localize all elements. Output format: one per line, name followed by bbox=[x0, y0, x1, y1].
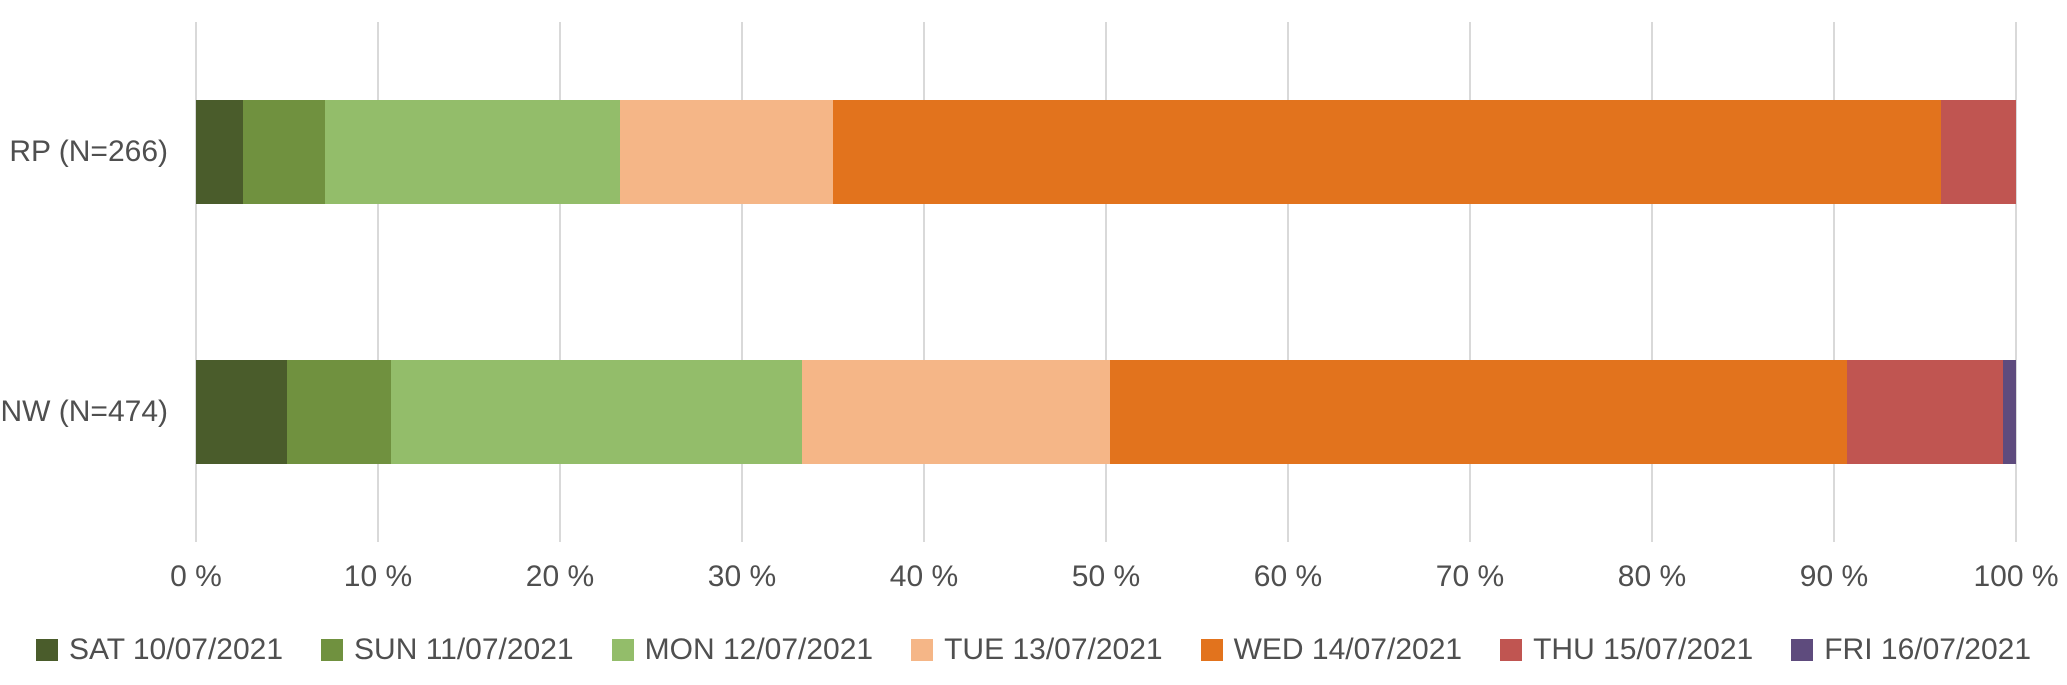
legend-label-mon: MON 12/07/2021 bbox=[644, 633, 874, 666]
gridline-80 bbox=[1651, 22, 1653, 542]
legend-item-mon: MON 12/07/2021 bbox=[611, 633, 874, 667]
bar-row-rp: RP (N=266) bbox=[9, 22, 2016, 282]
legend-label-thu: THU 15/07/2021 bbox=[1533, 633, 1754, 666]
gridline-60 bbox=[1287, 22, 1289, 542]
bar-segment-nw-sat bbox=[196, 360, 287, 464]
x-tick-label-100: 100 % bbox=[1973, 560, 2059, 593]
x-tick-label-20: 20 % bbox=[525, 560, 595, 593]
legend-marker-fri bbox=[1791, 639, 1814, 661]
legend-item-sat: SAT 10/07/2021 bbox=[35, 633, 284, 667]
bar-segment-rp-sun bbox=[243, 100, 326, 204]
gridline-20 bbox=[559, 22, 561, 542]
x-tick-label-30: 30 % bbox=[707, 560, 777, 593]
stacked-bar-rp bbox=[196, 100, 2016, 204]
bar-segment-nw-fri bbox=[2003, 360, 2016, 464]
x-tick-label-90: 90 % bbox=[1799, 560, 1869, 593]
stacked-bar-nw bbox=[196, 360, 2016, 464]
legend-label-tue: TUE 13/07/2021 bbox=[944, 633, 1163, 666]
legend-marker-mon bbox=[611, 639, 634, 661]
bar-segment-nw-sun bbox=[287, 360, 391, 464]
legend-marker-thu bbox=[1500, 639, 1523, 661]
legend-label-fri: FRI 16/07/2021 bbox=[1824, 633, 2032, 666]
bar-segment-rp-mon bbox=[325, 100, 621, 204]
x-tick-label-80: 80 % bbox=[1617, 560, 1687, 593]
bar-segment-nw-wed bbox=[1109, 360, 1847, 464]
legend-item-tue: TUE 13/07/2021 bbox=[911, 633, 1163, 667]
x-tick-label-50: 50 % bbox=[1071, 560, 1141, 593]
bar-row-nw: NW (N=474) bbox=[0, 282, 2016, 542]
gridline-30 bbox=[741, 22, 743, 542]
category-label-rp: RP (N=266) bbox=[9, 135, 168, 168]
bar-segment-nw-tue bbox=[802, 360, 1110, 464]
gridline-40 bbox=[923, 22, 925, 542]
gridline-10 bbox=[377, 22, 379, 542]
bar-segment-rp-sat bbox=[196, 100, 244, 204]
legend-label-sat: SAT 10/07/2021 bbox=[68, 633, 284, 666]
bar-segment-rp-thu bbox=[1941, 100, 2016, 204]
bar-segment-nw-mon bbox=[390, 360, 803, 464]
bar-segment-nw-thu bbox=[1846, 360, 2004, 464]
legend-marker-wed bbox=[1200, 639, 1223, 661]
x-axis: 0 % 10 % 20 % 30 % 40 % 50 % 60 % 70 % 80 % 90 % 1… bbox=[170, 560, 2058, 602]
legend-label-wed: WED 14/07/2021 bbox=[1233, 633, 1463, 666]
legend-label-sun: SUN 11/07/2021 bbox=[354, 633, 574, 666]
category-label-nw: NW (N=474) bbox=[0, 395, 168, 428]
x-tick-label-0: 0 % bbox=[170, 560, 222, 593]
legend: SAT 10/07/2021 SUN 11/07/2021 MON 12/07/20… bbox=[0, 628, 2067, 672]
legend-marker-sun bbox=[321, 639, 344, 661]
legend-marker-sat bbox=[35, 639, 58, 661]
bar-segment-rp-wed bbox=[832, 100, 1942, 204]
legend-item-thu: THU 15/07/2021 bbox=[1500, 633, 1753, 667]
x-tick-label-70: 70 % bbox=[1435, 560, 1505, 593]
gridline-50 bbox=[1105, 22, 1107, 542]
legend-marker-tue bbox=[911, 639, 934, 661]
legend-item-sun: SUN 11/07/2021 bbox=[321, 633, 574, 667]
x-tick-label-40: 40 % bbox=[889, 560, 959, 593]
gridline-0 bbox=[195, 22, 197, 542]
legend-item-wed: WED 14/07/2021 bbox=[1200, 633, 1463, 667]
x-tick-label-10: 10 % bbox=[343, 560, 413, 593]
bar-segment-rp-tue bbox=[620, 100, 833, 204]
plot-area: RP (N=266) NW (N=474) bbox=[0, 22, 2017, 542]
gridline-100 bbox=[2015, 22, 2017, 542]
legend-item-fri: FRI 16/07/2021 bbox=[1791, 633, 2031, 667]
x-tick-label-60: 60 % bbox=[1253, 560, 1323, 593]
gridline-90 bbox=[1833, 22, 1835, 542]
gridline-70 bbox=[1469, 22, 1471, 542]
